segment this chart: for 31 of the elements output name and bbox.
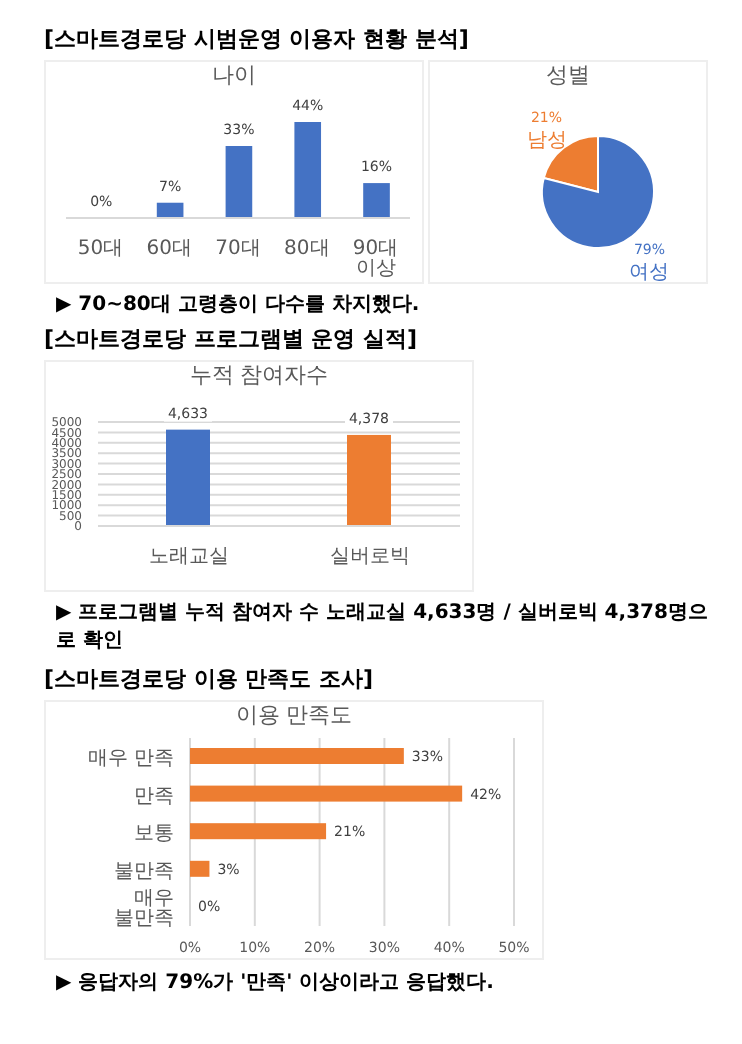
chart-title: 이용 만족도 [233,702,355,730]
x-tick-label: 60대 [146,238,192,261]
x-tick-label: 노래교실 [148,546,229,569]
y-tick-label: 매우 만족 [87,747,174,770]
x-tick-label: 80대 [284,238,330,261]
y-tick-label: 만족 [134,785,174,808]
x-tick-label: 50대 [77,238,124,261]
text: ▶ 70~80대 고령층이 다수를 차지했다. [56,292,422,318]
x-tick-label: 실버로빅 [329,546,410,569]
text: ▶ 응답자의 79%가 '만족' 이상이라고 응답했다. [56,970,496,996]
x-tick-label: 90대 이상 [352,238,399,281]
y-tick-label: 보통 [134,823,174,846]
text: [스마트경로당 시범운영 이용자 현황 분석] [44,24,469,54]
bar [190,748,404,764]
bar [190,785,463,802]
text: [스마트경로당 이용 만족도 조사] [44,664,374,694]
bar [363,183,390,218]
x-tick-label: 70대 [215,238,261,261]
slice-label: 남성 [526,129,567,152]
chart-title: 성별 [544,62,592,90]
bar [190,860,210,877]
bar [294,122,322,218]
text: [스마트경로당 프로그램별 운영 실적] [44,324,418,354]
slice-label: 여성 [629,262,670,285]
y-tick-label: 매우 불만족 [114,888,174,931]
chart-title: 나이 [210,62,258,90]
bar [190,823,327,840]
y-tick-label: 불만족 [114,860,174,883]
chart-title: 누적 참여자수 [187,362,331,390]
bar [225,146,253,218]
text: ▶ 프로그램별 누적 참여자 수 노래교실 4,633명 / 실버로빅 4,378명으로 확인 [56,600,710,654]
